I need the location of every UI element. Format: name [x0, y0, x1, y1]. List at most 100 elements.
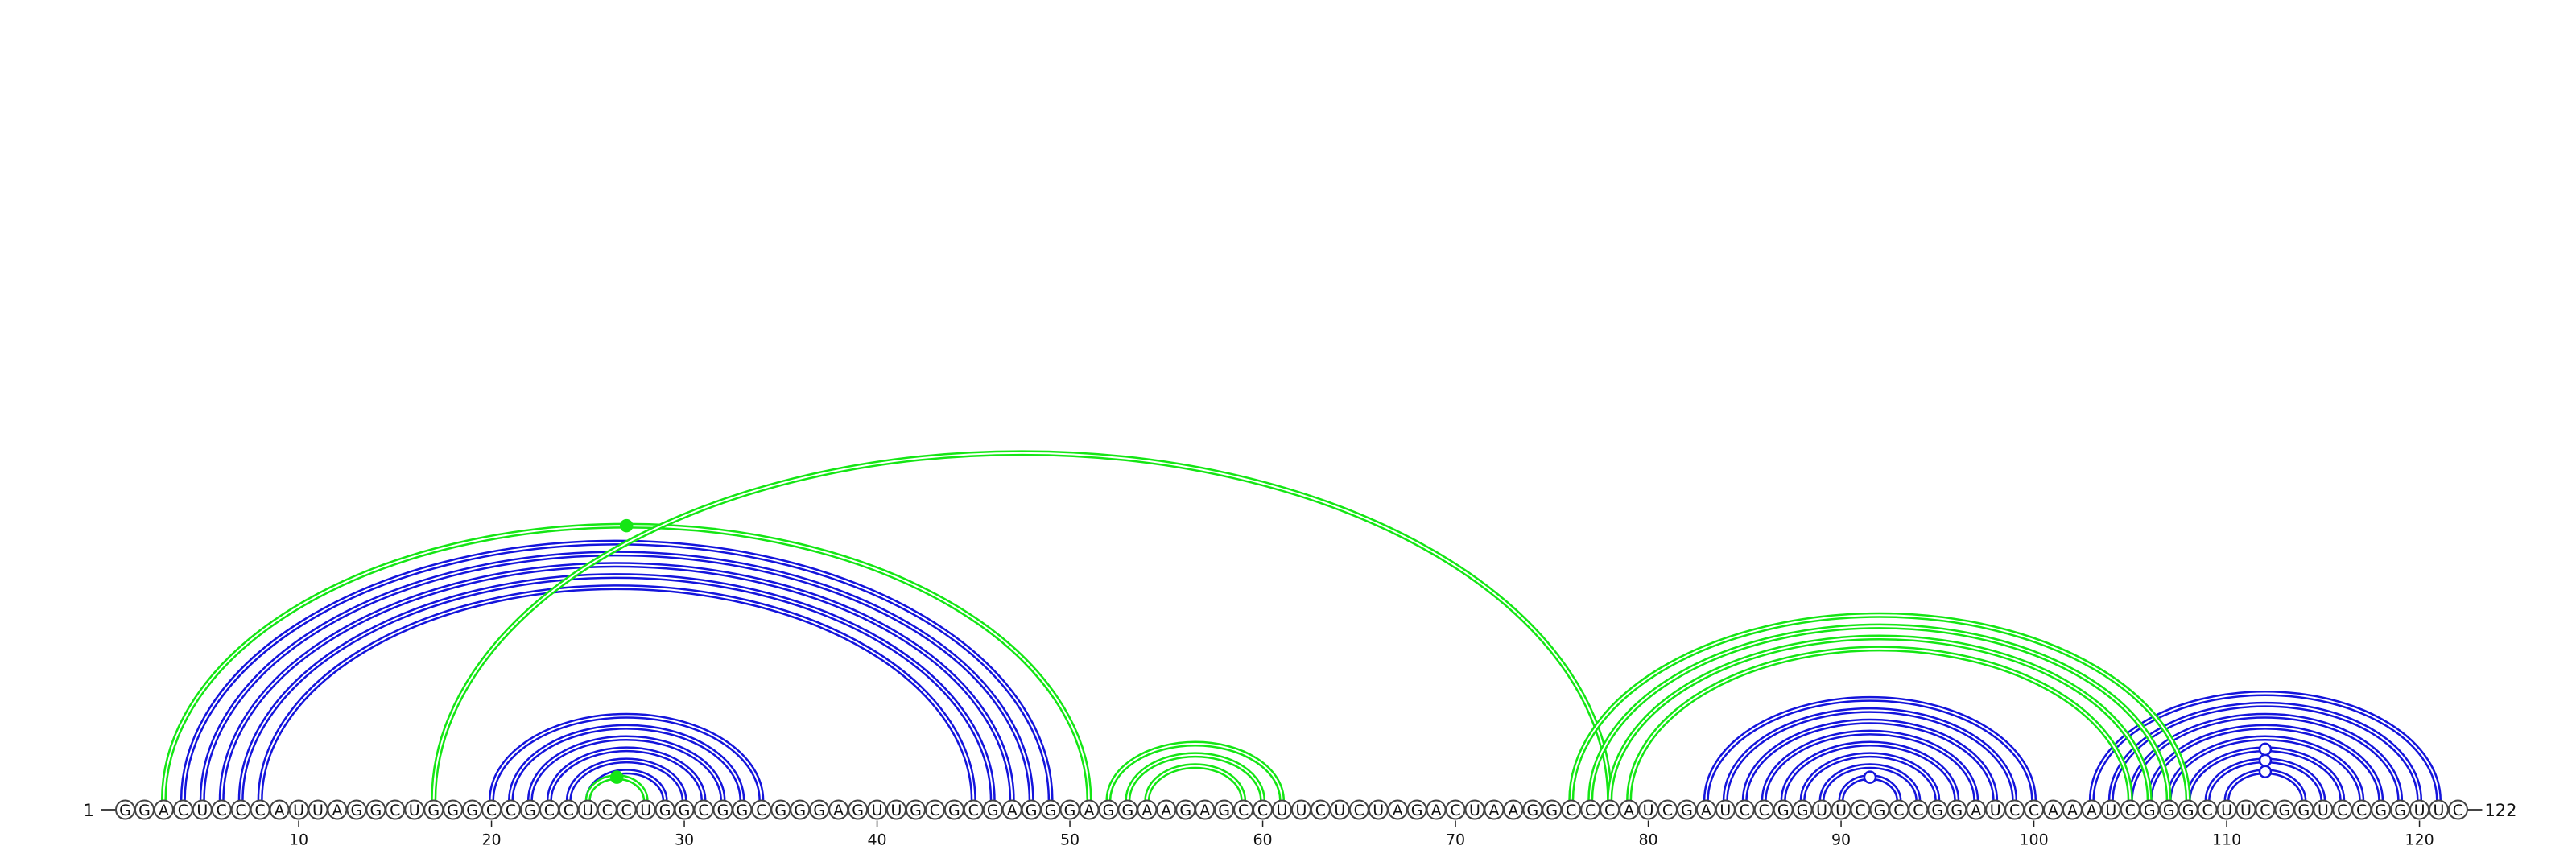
tick-label-120: 120 — [2405, 831, 2434, 849]
nucleotide-83: A — [1695, 799, 1716, 820]
svg-text:A: A — [275, 802, 285, 819]
nucleotide-57: A — [1195, 799, 1216, 820]
nucleotide-32: G — [712, 799, 733, 820]
svg-text:G: G — [2182, 802, 2194, 819]
svg-text:C: C — [2029, 802, 2039, 819]
svg-text:C: C — [1604, 802, 1615, 819]
nucleotide-8: C — [250, 799, 270, 820]
tick-label-60: 60 — [1253, 831, 1272, 849]
nucleotide-48: G — [1021, 799, 1042, 820]
svg-text:G: G — [524, 802, 536, 819]
nucleotide-68: G — [1406, 799, 1427, 820]
arc-helix-green-3-54-59 — [1144, 763, 1247, 801]
svg-text:C: C — [1566, 802, 1576, 819]
svg-text:C: C — [1354, 802, 1364, 819]
nucleotide-22: G — [519, 799, 540, 820]
svg-text:U: U — [409, 802, 420, 819]
arc-inner-104-120 — [2110, 703, 2421, 801]
nucleotide-38: A — [828, 799, 849, 820]
arc-inner-52-61 — [1107, 742, 1283, 801]
tick-label-30: 30 — [675, 831, 694, 849]
svg-text:C: C — [1585, 802, 1596, 819]
nucleotide-12: A — [327, 799, 348, 820]
svg-text:A: A — [1971, 802, 1981, 819]
svg-text:C: C — [602, 802, 613, 819]
nucleotide-2: G — [134, 799, 155, 820]
svg-text:G: G — [1064, 802, 1076, 819]
nucleotide-62: U — [1290, 799, 1311, 820]
svg-text:C: C — [255, 802, 266, 819]
svg-text:C: C — [564, 802, 574, 819]
svg-text:C: C — [1759, 802, 1769, 819]
svg-text:G: G — [2394, 802, 2406, 819]
svg-text:G: G — [948, 802, 960, 819]
svg-text:U: U — [1643, 802, 1654, 819]
svg-text:C: C — [2009, 802, 2020, 819]
svg-text:G: G — [1797, 802, 1809, 819]
nucleotide-76: C — [1561, 799, 1582, 820]
nucleotide-40: U — [867, 799, 888, 820]
svg-text:C: C — [390, 802, 400, 819]
arc-inner-7-46 — [240, 575, 994, 801]
svg-text:A: A — [159, 802, 169, 819]
svg-text:G: G — [2375, 802, 2387, 819]
svg-text:C: C — [1238, 802, 1249, 819]
svg-text:C: C — [178, 802, 188, 819]
nucleotide-33: G — [732, 799, 753, 820]
arc-inner-5-48 — [201, 552, 1033, 801]
nucleotide-3: A — [153, 799, 174, 820]
svg-text:G: G — [1218, 802, 1230, 819]
nucleotide-6: C — [211, 799, 232, 820]
nucleotide-75: G — [1542, 799, 1563, 820]
svg-text:C: C — [544, 802, 555, 819]
base-pair-arcs — [160, 450, 2442, 801]
nucleotide-1: G — [115, 799, 135, 820]
nucleotide-59: C — [1233, 799, 1254, 820]
tick-label-50: 50 — [1060, 831, 1080, 849]
svg-text:A: A — [1624, 802, 1634, 819]
nucleotide-58: G — [1214, 799, 1235, 820]
nucleotide-42: G — [905, 799, 926, 820]
svg-text:G: G — [737, 802, 749, 819]
tick-label-80: 80 — [1638, 831, 1657, 849]
svg-text:G: G — [1411, 802, 1423, 819]
nucleotide-23: C — [539, 799, 559, 820]
nucleotide-26: C — [597, 799, 617, 820]
svg-text:U: U — [872, 802, 883, 819]
arc-stem-3-83-100 — [1703, 695, 2037, 801]
nucleotide-119: G — [2390, 799, 2411, 820]
svg-text:C: C — [2453, 802, 2463, 819]
arc-markers — [609, 518, 2273, 784]
svg-text:U: U — [640, 802, 651, 819]
svg-text:U: U — [1719, 802, 1731, 819]
nucleotide-101: A — [2043, 799, 2063, 820]
nucleotide-74: G — [1522, 799, 1543, 820]
svg-text:U: U — [1816, 802, 1827, 819]
arc-inner-54-59 — [1146, 765, 1245, 801]
nucleotide-30: G — [674, 799, 695, 820]
nucleotide-108: G — [2178, 799, 2198, 820]
nucleotide-82: G — [1676, 799, 1697, 820]
svg-text:A: A — [1084, 802, 1095, 819]
nucleotide-111: U — [2235, 799, 2256, 820]
nucleotide-36: G — [790, 799, 811, 820]
svg-text:C: C — [756, 802, 766, 819]
nucleotide-50: G — [1059, 799, 1080, 820]
svg-text:A: A — [2087, 802, 2097, 819]
nucleotide-118: G — [2371, 799, 2392, 820]
svg-text:G: G — [1951, 802, 1963, 819]
svg-text:G: G — [910, 802, 922, 819]
svg-text:A: A — [1007, 802, 1018, 819]
nucleotide-46: G — [982, 799, 1003, 820]
nucleotide-104: U — [2100, 799, 2121, 820]
nucleotide-43: C — [924, 799, 945, 820]
svg-text:C: C — [930, 802, 940, 819]
arc-inner-84-99 — [1724, 709, 2016, 801]
nucleotide-86: C — [1753, 799, 1774, 820]
nucleotide-66: U — [1368, 799, 1389, 820]
arc-inner-20-34 — [490, 715, 762, 801]
nucleotide-4: C — [172, 799, 193, 820]
nucleotide-15: C — [385, 799, 406, 820]
nucleotide-20: C — [481, 799, 502, 820]
nucleotide-11: U — [308, 799, 328, 820]
